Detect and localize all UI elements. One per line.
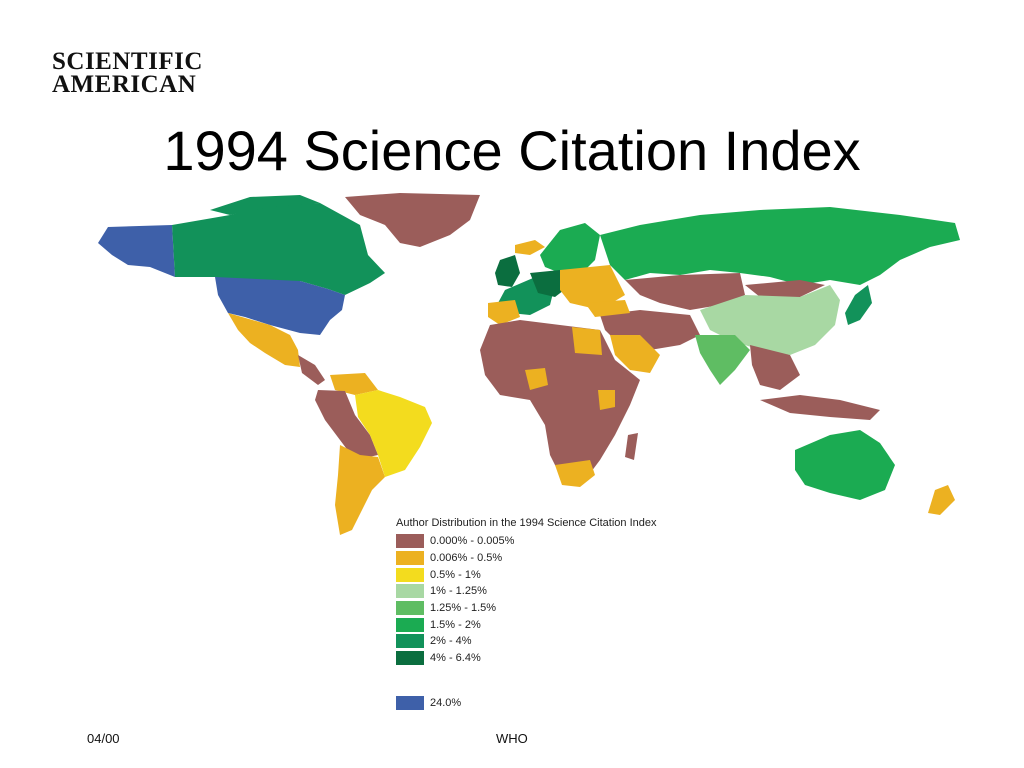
legend-label: 1% - 1.25% [430,585,487,598]
legend-item: 2% - 4% [396,633,657,650]
region-nigeria [525,368,548,390]
region-australia [795,430,895,500]
legend-items: 0.000% - 0.005% 0.006% - 0.5% 0.5% - 1% 1% … [396,533,657,667]
region-indonesia [760,395,880,420]
region-africa [480,320,640,485]
logo-line-2: AMERICAN [52,71,197,98]
footer-source: WHO [496,731,528,746]
region-central-asia [625,273,745,310]
legend-swatch [396,534,424,549]
legend-item: 1% - 1.25% [396,583,657,600]
region-scandinavia [540,223,600,275]
legend-label: 4% - 6.4% [430,652,481,665]
region-eastern-europe [560,265,625,310]
legend-label: 0.000% - 0.005% [430,535,515,548]
region-india [695,335,750,385]
region-alaska [98,225,175,277]
legend-label: 0.006% - 0.5% [430,552,503,565]
legend-item: 0.5% - 1% [396,566,657,583]
region-turkey [585,300,630,317]
legend-item: 4% - 6.4% [396,650,657,667]
region-andes [315,390,378,460]
region-canada [172,203,385,295]
region-russia [600,207,960,285]
legend-item: 0.000% - 0.005% [396,533,657,550]
legend-label: 2% - 4% [430,635,472,648]
region-argentina [335,445,385,535]
footer-date: 04/00 [87,731,120,746]
slide-title: 1994 Science Citation Index [163,119,861,182]
legend-item: 0.006% - 0.5% [396,550,657,567]
region-brazil [355,390,432,477]
region-arabia [610,335,660,373]
region-iceland [515,240,545,255]
region-madagascar [625,433,638,460]
legend-swatch [396,584,424,599]
legend-swatch [396,695,424,710]
region-germany [530,270,568,297]
scientific-american-logo: SCIENTIFIC AMERICAN [52,48,203,98]
legend-swatch [396,634,424,649]
region-mexico [228,313,300,367]
region-venezuela [330,373,378,395]
legend-swatch [396,651,424,666]
region-mongolia [745,280,825,297]
legend-swatch [396,601,424,616]
legend-item: 1.25% - 1.5% [396,600,657,617]
legend-swatch [396,567,424,582]
legend-item: 1.5% - 2% [396,616,657,633]
legend-swatch [396,551,424,566]
region-southeast-asia [750,345,800,390]
region-new-zealand [928,485,955,515]
region-egypt [572,327,602,355]
region-usa [215,277,345,335]
region-japan [845,285,872,325]
world-map [98,193,960,535]
legend-label: 24.0% [430,696,462,709]
legend-item-extra: 24.0% [396,695,657,712]
region-uk [495,255,520,287]
region-kenya [598,390,615,410]
legend-swatch [396,617,424,632]
legend-title: Author Distribution in the 1994 Science … [396,517,657,529]
region-spain [488,300,520,325]
legend-label: 1.25% - 1.5% [430,602,497,615]
logo-line-1: SCIENTIFIC [52,48,203,75]
region-central-america [298,355,325,385]
region-south-africa [555,460,595,487]
map-legend: Author Distribution in the 1994 Science … [396,517,657,711]
region-canada-islands [210,195,320,215]
region-greenland [345,193,480,247]
legend-label: 1.5% - 2% [430,618,481,631]
legend-label: 0.5% - 1% [430,568,481,581]
